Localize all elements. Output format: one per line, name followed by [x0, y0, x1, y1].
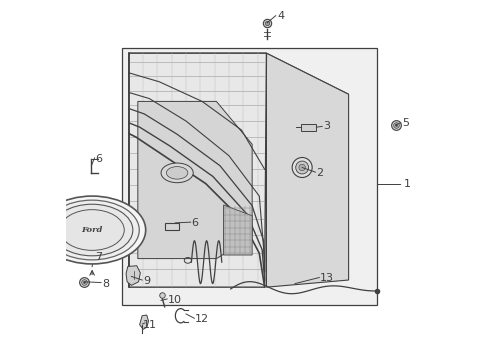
- Polygon shape: [140, 315, 148, 329]
- Polygon shape: [301, 123, 317, 131]
- Polygon shape: [129, 53, 348, 94]
- Polygon shape: [129, 53, 267, 287]
- Text: 12: 12: [195, 314, 209, 324]
- Text: 8: 8: [102, 279, 109, 289]
- Ellipse shape: [161, 163, 193, 183]
- Text: 9: 9: [143, 276, 150, 286]
- Ellipse shape: [60, 210, 124, 250]
- Text: 3: 3: [323, 121, 331, 131]
- Text: 7: 7: [95, 252, 102, 262]
- Text: 6: 6: [192, 218, 198, 228]
- Ellipse shape: [51, 204, 133, 256]
- Polygon shape: [126, 266, 140, 285]
- Polygon shape: [223, 205, 252, 255]
- Text: 11: 11: [143, 320, 157, 330]
- Text: 6: 6: [96, 154, 103, 163]
- Text: 13: 13: [320, 273, 334, 283]
- Text: 1: 1: [404, 179, 411, 189]
- Ellipse shape: [45, 200, 139, 260]
- Circle shape: [299, 164, 305, 171]
- Circle shape: [292, 157, 312, 177]
- Circle shape: [296, 161, 309, 174]
- Text: 4: 4: [277, 11, 284, 21]
- Polygon shape: [122, 48, 377, 305]
- Text: Ford: Ford: [81, 226, 103, 234]
- Polygon shape: [267, 53, 348, 287]
- Text: 2: 2: [317, 168, 323, 178]
- Ellipse shape: [167, 167, 188, 179]
- Text: 10: 10: [168, 295, 182, 305]
- Text: 5: 5: [402, 118, 409, 128]
- Polygon shape: [138, 102, 252, 258]
- Ellipse shape: [39, 196, 146, 264]
